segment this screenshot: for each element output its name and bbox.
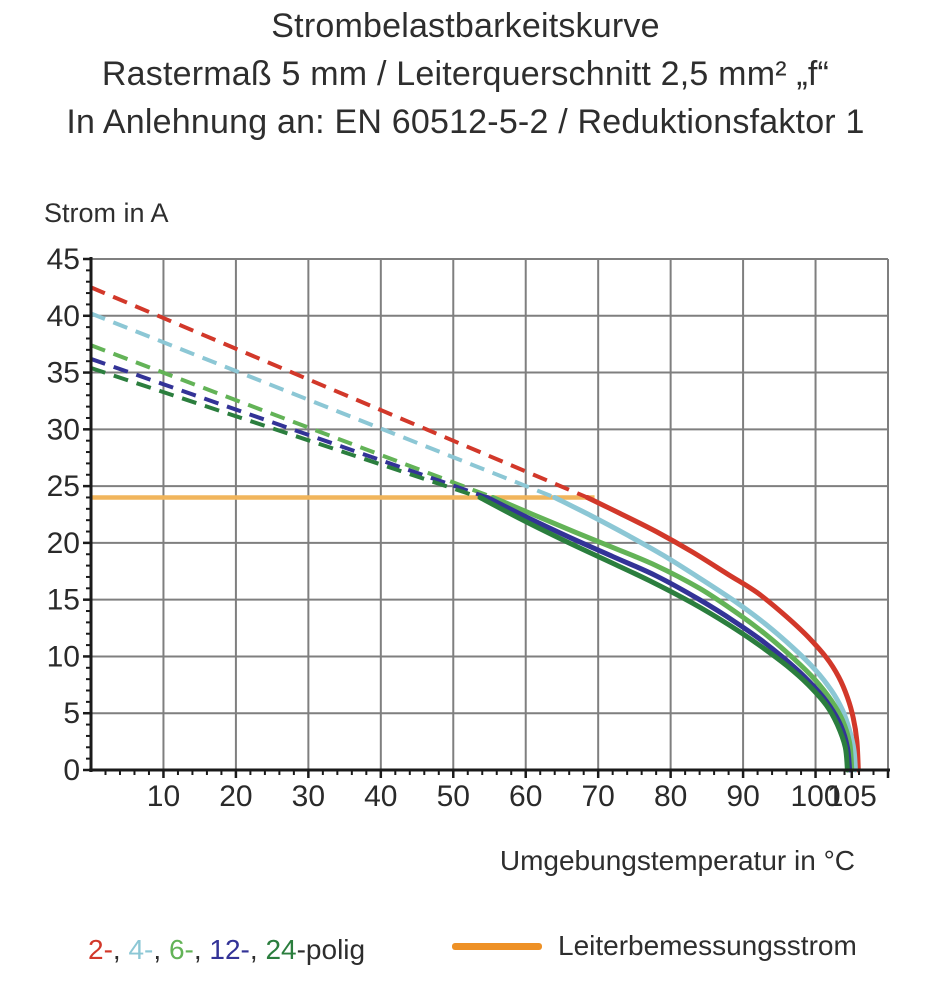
rated-current-line-swatch	[452, 942, 542, 950]
series-dashed-24-polig	[90, 366, 481, 500]
title-line-1: Strombelastbarkeitskurve	[271, 7, 660, 45]
legend-segment: 2-	[88, 934, 113, 965]
y-tick-label: 40	[47, 300, 80, 333]
x-tick-label: 80	[654, 780, 687, 813]
x-tick-label: 40	[364, 780, 397, 813]
x-axis-title: Umgebungstemperatur in °C	[499, 845, 855, 876]
y-tick-label: 0	[63, 754, 80, 787]
x-tick-label: 70	[581, 780, 614, 813]
title-line-2: Rastermaß 5 mm / Leiterquerschnitt 2,5 m…	[101, 55, 830, 93]
legend-segment: ,	[249, 934, 266, 965]
series-curve-6-polig	[490, 495, 855, 773]
y-tick-label: 35	[47, 357, 80, 390]
legend-segment: ,	[193, 934, 210, 965]
legend-segment: 12-	[209, 934, 250, 965]
x-tick-label: 20	[219, 780, 252, 813]
legend-pole-counts: 2-, 4-, 6-, 12-, 24-polig	[88, 934, 365, 966]
legend-segment: 24	[265, 934, 297, 965]
legend-segment: ,	[153, 934, 169, 965]
y-tick-label: 25	[47, 470, 80, 503]
y-tick-label: 20	[47, 527, 80, 560]
x-tick-label: 105	[827, 780, 877, 813]
legend-rated-current: Leiterbemessungsstrom	[452, 930, 857, 962]
legend-segment: ,	[112, 934, 129, 965]
y-axis-title: Strom in A	[44, 198, 169, 228]
y-tick-label: 30	[47, 413, 80, 446]
x-tick-label: 10	[147, 780, 180, 813]
series-dashed-6-polig	[90, 343, 494, 500]
series-dashed-12-polig	[90, 357, 488, 500]
y-tick-label: 15	[47, 584, 80, 617]
rated-current-label: Leiterbemessungsstrom	[558, 930, 857, 961]
series-dashed-4-polig	[90, 311, 556, 500]
legend-segment: -polig	[296, 934, 366, 965]
y-tick-label: 10	[47, 640, 80, 673]
series-curve-24-polig	[477, 495, 850, 773]
title-line-3: In Anlehnung an: EN 60512-5-2 / Reduktio…	[66, 103, 865, 141]
y-tick-label: 5	[63, 697, 80, 730]
x-tick-label: 30	[292, 780, 325, 813]
x-tick-label: 90	[726, 780, 759, 813]
x-tick-label: 50	[437, 780, 470, 813]
series-curve-4-polig	[552, 495, 858, 773]
legend-segment: 4-	[128, 934, 154, 965]
legend-segment: 6-	[168, 934, 194, 965]
series-curve-2-polig	[584, 495, 861, 773]
chart-title: Strombelastbarkeitskurve Rastermaß 5 mm …	[0, 2, 931, 146]
series-dashed-2-polig	[90, 285, 589, 500]
x-tick-label: 100	[791, 780, 841, 813]
y-tick-label: 45	[47, 243, 80, 276]
series-curve-12-polig	[484, 495, 853, 773]
x-tick-label: 60	[509, 780, 542, 813]
